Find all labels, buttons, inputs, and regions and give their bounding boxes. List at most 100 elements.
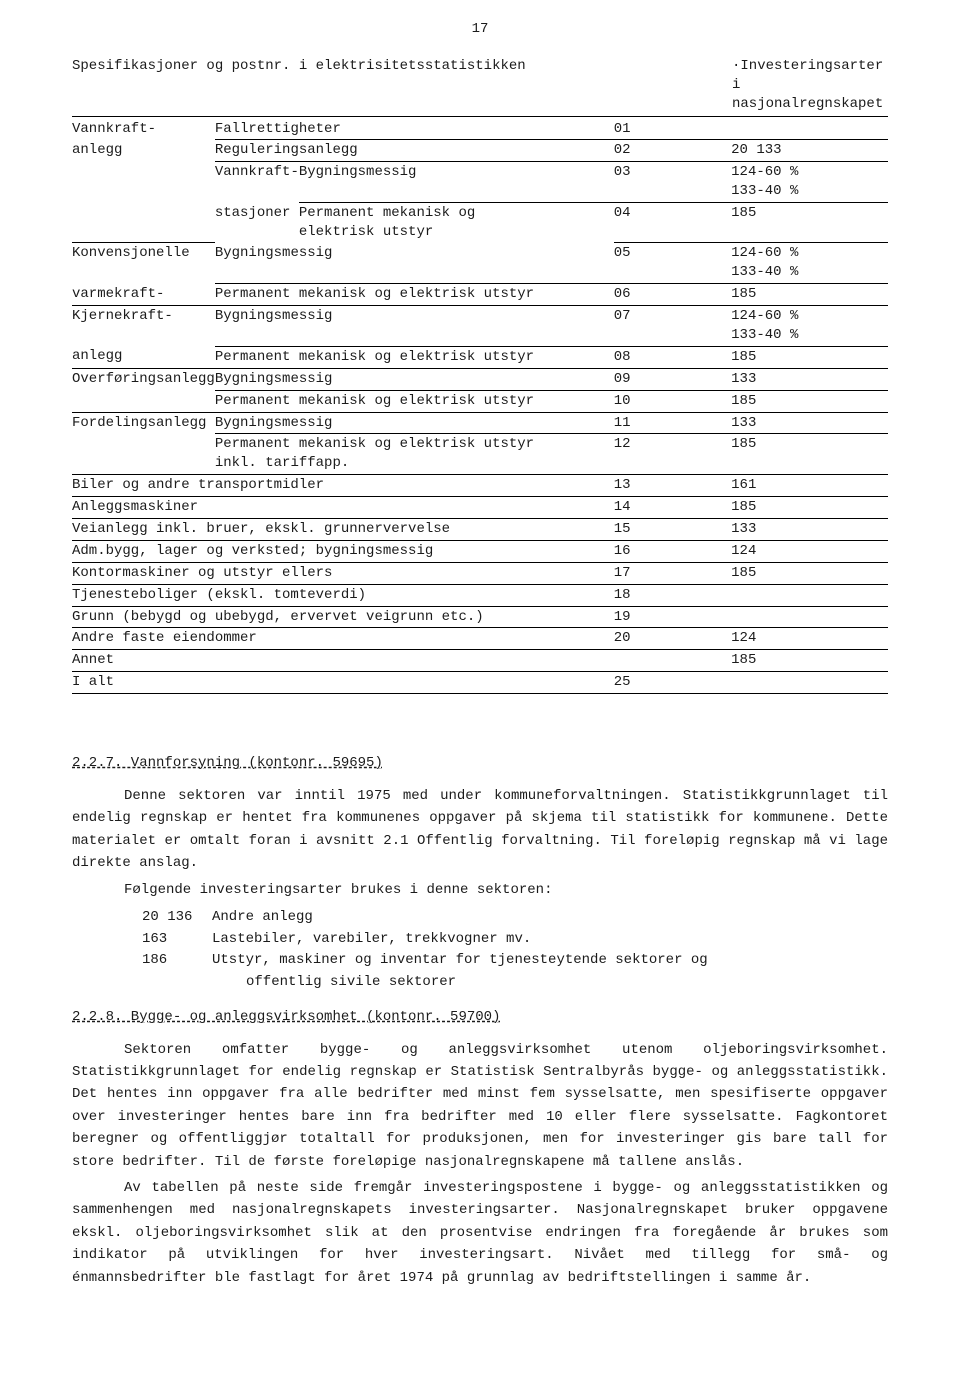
group-label: Overføringsanlegg [72,368,215,390]
table-row: Permanent mekanisk og elektrisk utstyr10… [72,390,888,412]
row-inv [731,584,888,606]
table-row: Permanent mekanisk og elektrisk utstyrin… [72,434,888,475]
row-label: Grunn (bebygd og ubebygd, ervervet veigr… [72,606,614,628]
table-header-right: ·Investeringsarter i nasjonalregnskapet [732,57,891,114]
row-code: 08 [614,346,731,368]
row-inv: 133 [731,368,888,390]
row-code: 10 [614,390,731,412]
sub-label: Vannkraft- [215,162,299,203]
row-inv: 124 [731,540,888,562]
table-row: I alt25 [72,672,888,694]
table-row: anleggPermanent mekanisk og elektrisk ut… [72,346,888,368]
row-inv: 185 [731,203,888,243]
list-code: 186 [142,950,212,972]
group-label [72,434,215,475]
row-inv: 124-60 %133-40 % [731,306,888,347]
paragraph: Av tabellen på neste side fremgår invest… [72,1177,888,1289]
row-code: 11 [614,412,731,434]
row-code: 05 [614,243,731,284]
row-desc: Permanent mekanisk ogelektrisk utstyr [299,203,614,243]
row-code: 25 [614,672,731,694]
row-code: 18 [614,584,731,606]
row-inv: 124 [731,628,888,650]
row-desc: Permanent mekanisk og elektrisk utstyr [215,284,614,306]
sub-label: stasjoner [215,203,299,243]
row-inv: 185 [731,346,888,368]
table-row: Grunn (bebygd og ubebygd, ervervet veigr… [72,606,888,628]
table-row: Andre faste eiendommer20124 [72,628,888,650]
row-inv: 185 [731,562,888,584]
row-desc: Bygningsmessig [215,306,614,347]
row-inv: 133 [731,518,888,540]
row-desc: Bygningsmessig [215,412,614,434]
table-row: Annet185 [72,650,888,672]
table-row: Vannkraft-Fallrettigheter01 [72,119,888,140]
row-label: Annet [72,650,614,672]
row-code: 01 [614,119,731,140]
row-code [614,650,731,672]
row-desc: Reguleringsanlegg [215,140,614,162]
table-header: Spesifikasjoner og postnr. i elektrisite… [72,57,888,117]
section-heading-227: 2.2.7. Vannforsyning (kontonr. 59695) [72,754,888,773]
row-inv [731,672,888,694]
row-code: 06 [614,284,731,306]
row-desc: Bygningsmessig [215,243,614,284]
paragraph: Sektoren omfatter bygge- og anleggsvirks… [72,1039,888,1173]
row-inv: 185 [731,434,888,475]
table-row: Vannkraft-Bygningsmessig03124-60 %133-40… [72,162,888,203]
table-row: Kontormaskiner og utstyr ellers17185 [72,562,888,584]
row-code: 19 [614,606,731,628]
table-row: Biler og andre transportmidler13161 [72,475,888,497]
list-item: 186Utstyr, maskiner og inventar for tjen… [142,950,888,972]
row-inv: 185 [731,497,888,519]
paragraph: Følgende investeringsarter brukes i denn… [72,879,888,901]
row-code: 14 [614,497,731,519]
row-inv [731,119,888,140]
table-row: FordelingsanleggBygningsmessig11133 [72,412,888,434]
spec-table: Vannkraft-Fallrettigheter01anleggReguler… [72,119,888,695]
list-code: 20 136 [142,907,212,929]
table-row: Adm.bygg, lager og verksted; bygningsmes… [72,540,888,562]
row-desc: Bygningsmessig [215,368,614,390]
row-inv: 124-60 %133-40 % [731,162,888,203]
table-row: Anleggsmaskiner14185 [72,497,888,519]
row-label: Adm.bygg, lager og verksted; bygningsmes… [72,540,614,562]
section-heading-228: 2.2.8. Bygge- og anleggsvirksomhet (kont… [72,1008,888,1027]
row-code: 03 [614,162,731,203]
row-inv: 124-60 %133-40 % [731,243,888,284]
table-row: stasjonerPermanent mekanisk ogelektrisk … [72,203,888,243]
group-label [72,390,215,412]
list-text: offentlig sivile sektorer [212,972,456,994]
list-item: 163Lastebiler, varebiler, trekkvogner mv… [142,929,888,951]
group-label [72,203,215,243]
row-label: Andre faste eiendommer [72,628,614,650]
row-code: 04 [614,203,731,243]
table-header-left: Spesifikasjoner og postnr. i elektrisite… [72,57,612,114]
row-label: Kontormaskiner og utstyr ellers [72,562,614,584]
row-code: 17 [614,562,731,584]
group-label: Kjernekraft- [72,306,215,347]
row-desc: Bygningsmessig [299,162,614,203]
group-label: anlegg [72,140,215,162]
row-code: 12 [614,434,731,475]
row-desc: Permanent mekanisk og elektrisk utstyrin… [215,434,614,475]
group-label: Fordelingsanlegg [72,412,215,434]
row-inv: 185 [731,390,888,412]
row-code: 15 [614,518,731,540]
row-inv: 133 [731,412,888,434]
table-row: Veianlegg inkl. bruer, ekskl. grunnerver… [72,518,888,540]
list-text: Utstyr, maskiner og inventar for tjenest… [212,950,708,972]
row-code: 09 [614,368,731,390]
row-label: Anleggsmaskiner [72,497,614,519]
group-label: Vannkraft- [72,119,215,140]
row-code: 16 [614,540,731,562]
list-code: 163 [142,929,212,951]
row-code: 13 [614,475,731,497]
table-row: Tjenesteboliger (ekskl. tomteverdi)18 [72,584,888,606]
row-code: 20 [614,628,731,650]
group-label: Konvensjonelle [72,243,215,284]
list-item: offentlig sivile sektorer [142,972,888,994]
row-desc: Permanent mekanisk og elektrisk utstyr [215,346,614,368]
row-inv: 185 [731,284,888,306]
row-label: I alt [72,672,614,694]
